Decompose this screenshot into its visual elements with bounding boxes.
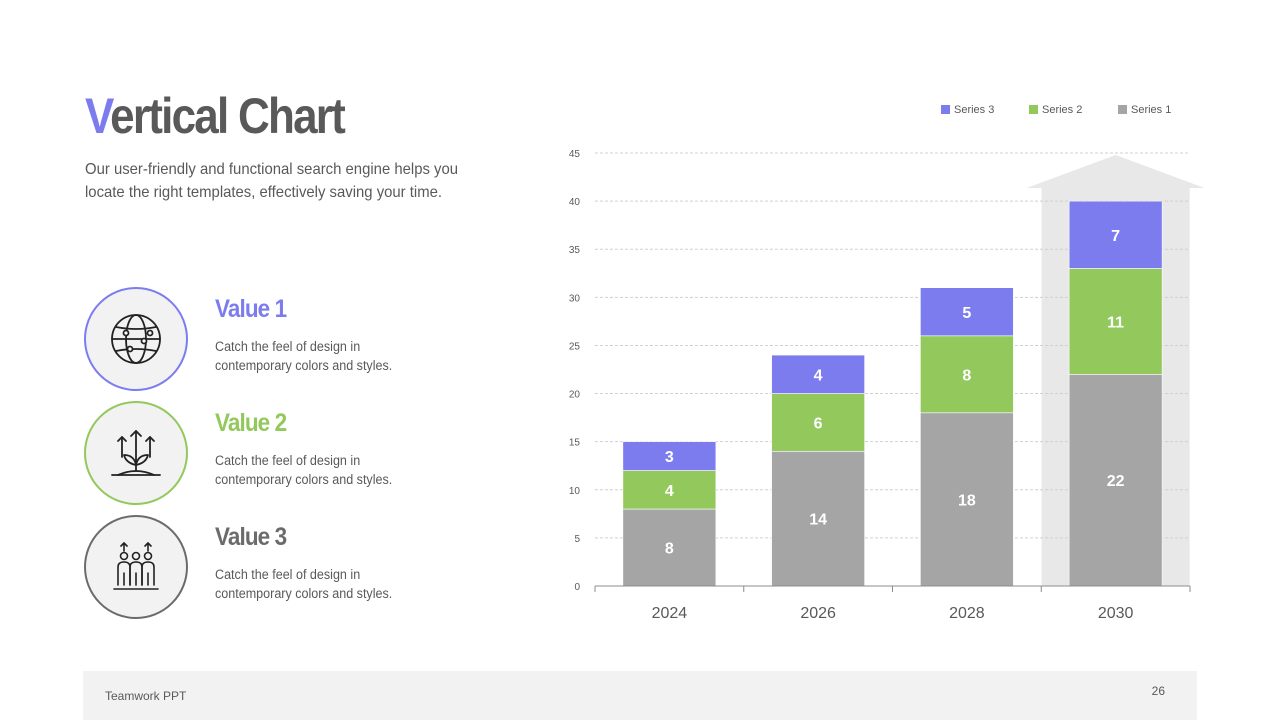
data-label: 4 <box>665 483 674 500</box>
x-tick-label: 2026 <box>800 605 836 622</box>
data-label: 5 <box>962 305 971 322</box>
x-tick-label: 2028 <box>949 605 985 622</box>
value-item-3: Value 3 Catch the feel of design in cont… <box>84 515 484 619</box>
y-tick-label: 5 <box>574 534 580 545</box>
y-tick-label: 20 <box>569 390 581 401</box>
bar-segment <box>771 450 865 587</box>
value-2-title: Value 2 <box>215 409 287 437</box>
bar-segment <box>920 412 1014 587</box>
value-3-badge <box>84 515 188 619</box>
legend-label: Series 1 <box>1131 104 1171 116</box>
bar-segment <box>622 470 717 510</box>
legend-swatch <box>1029 105 1038 114</box>
x-tick-label: 2024 <box>652 605 688 622</box>
globe-icon <box>111 314 161 364</box>
bar-segment <box>1068 200 1163 269</box>
value-3-title: Value 3 <box>215 523 287 551</box>
value-item-1: Value 1 Catch the feel of design in cont… <box>84 287 484 391</box>
title-accent-letter: V <box>85 88 112 144</box>
bar-segment <box>622 441 717 471</box>
y-tick-label: 0 <box>574 582 580 593</box>
footer-bar: Teamwork PPT 26 <box>83 671 1197 720</box>
data-label: 11 <box>1107 314 1124 331</box>
bar-segment <box>1068 268 1163 375</box>
data-label: 22 <box>1107 473 1125 490</box>
sprout-growth-icon <box>111 430 161 476</box>
x-tick-label: 2030 <box>1098 605 1134 622</box>
value-1-title: Value 1 <box>215 295 287 323</box>
bar-segment <box>920 335 1014 414</box>
bar-segment <box>622 508 717 587</box>
slide-subtitle: Our user-friendly and functional search … <box>85 161 459 201</box>
bar-segment <box>920 287 1014 337</box>
legend-swatch <box>941 105 950 114</box>
bar-segment <box>1068 374 1163 587</box>
bar-segment <box>771 393 865 452</box>
data-label: 4 <box>814 367 823 384</box>
y-tick-label: 10 <box>569 486 581 497</box>
y-tick-label: 40 <box>569 197 581 208</box>
value-2-description: Catch the feel of design in contemporary… <box>215 453 393 487</box>
footer-brand: Teamwork PPT <box>105 689 187 703</box>
legend-label: Series 2 <box>1042 104 1082 116</box>
slide-title: Vertical Chart <box>85 86 346 146</box>
y-tick-label: 30 <box>569 293 581 304</box>
data-label: 14 <box>809 512 827 529</box>
legend-swatch <box>1118 105 1127 114</box>
data-label: 3 <box>665 449 674 466</box>
data-label: 18 <box>958 492 976 509</box>
team-growth-icon <box>113 542 159 590</box>
title-text: ertical Chart <box>110 88 346 144</box>
page-number: 26 <box>1151 684 1165 698</box>
y-tick-label: 45 <box>569 149 581 160</box>
stacked-bar-chart: 0 5 10 15 20 25 30 35 40 45 8 4 3 2024 14 6 4 2026 18 8 5 202… <box>569 104 1205 622</box>
data-label: 8 <box>962 367 971 384</box>
data-label: 6 <box>814 415 823 432</box>
y-tick-label: 15 <box>569 438 581 449</box>
data-label: 7 <box>1111 228 1120 245</box>
legend-label: Series 3 <box>954 104 994 116</box>
value-1-description: Catch the feel of design in contemporary… <box>215 339 393 373</box>
value-1-badge <box>84 287 188 391</box>
bar-segment <box>771 354 865 394</box>
value-item-2: Value 2 Catch the feel of design in cont… <box>84 401 484 505</box>
y-tick-label: 35 <box>569 245 581 256</box>
value-3-description: Catch the feel of design in contemporary… <box>215 567 393 601</box>
data-label: 8 <box>665 541 674 558</box>
value-2-badge <box>84 401 188 505</box>
y-tick-label: 25 <box>569 341 581 352</box>
